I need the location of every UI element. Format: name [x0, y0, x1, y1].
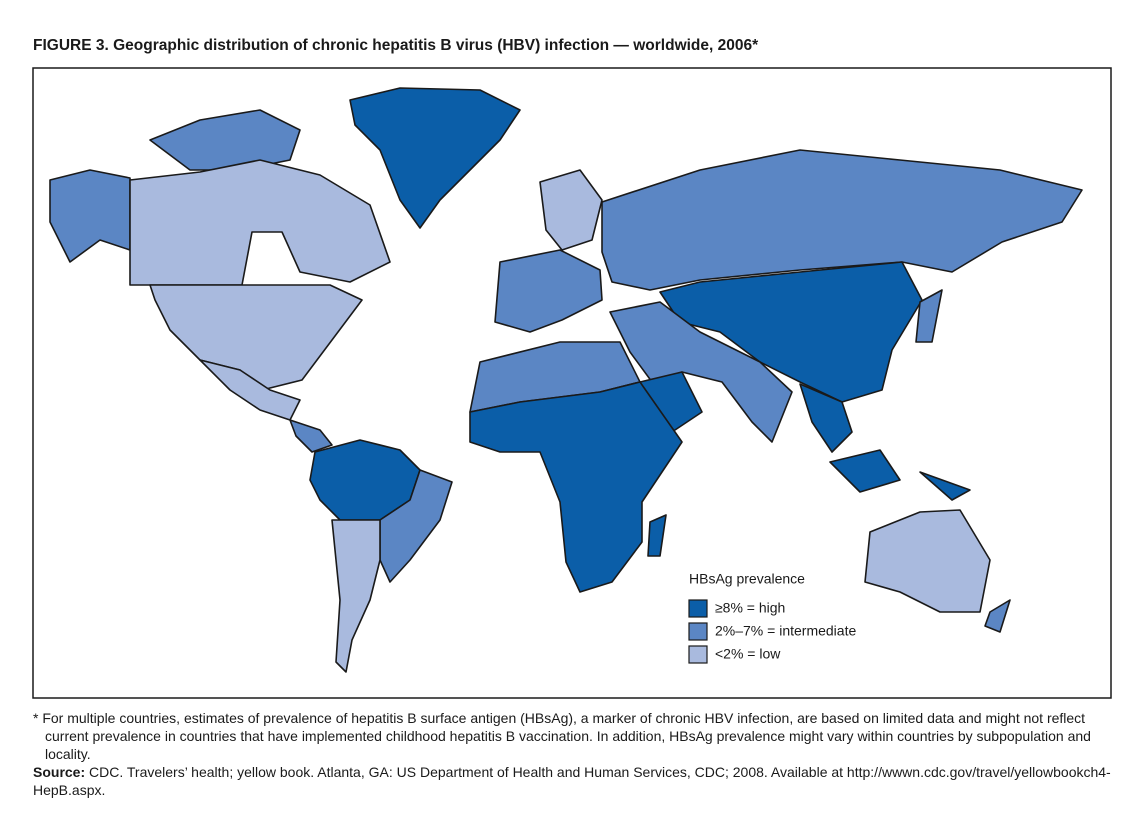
region [659, 261, 923, 403]
region [647, 514, 667, 557]
region [609, 301, 793, 443]
region [915, 289, 943, 343]
region [149, 109, 301, 171]
region [469, 381, 683, 593]
legend-swatch [688, 622, 708, 641]
legend-label: ≥8% = high [715, 600, 785, 616]
legend-swatch [688, 645, 708, 664]
region [799, 383, 853, 453]
region [49, 169, 131, 263]
region [919, 471, 971, 501]
region [984, 599, 1011, 633]
source-label: Source: [33, 764, 86, 780]
legend-label: <2% = low [715, 646, 781, 662]
legend-swatch [688, 599, 708, 618]
region [379, 469, 453, 583]
legend-label: 2%–7% = intermediate [715, 623, 856, 639]
notes: * For multiple countries, estimates of p… [33, 709, 1115, 799]
figure-title: FIGURE 3. Geographic distribution of chr… [33, 37, 759, 54]
legend-title: HBsAg prevalence [689, 571, 805, 587]
region [199, 359, 301, 421]
source: Source: CDC. Travelers’ health; yellow b… [33, 763, 1115, 799]
source-text: CDC. Travelers’ health; yellow book. Atl… [33, 764, 1111, 798]
region [349, 87, 521, 229]
region [539, 169, 603, 251]
region [829, 449, 901, 493]
region [331, 519, 381, 673]
footnote: * For multiple countries, estimates of p… [33, 710, 1091, 762]
region [864, 509, 991, 613]
region [601, 149, 1083, 291]
region [289, 419, 333, 453]
map: HBsAg prevalence ≥8% = high 2%–7% = inter… [32, 67, 1112, 699]
region [129, 159, 391, 286]
region [494, 249, 603, 333]
